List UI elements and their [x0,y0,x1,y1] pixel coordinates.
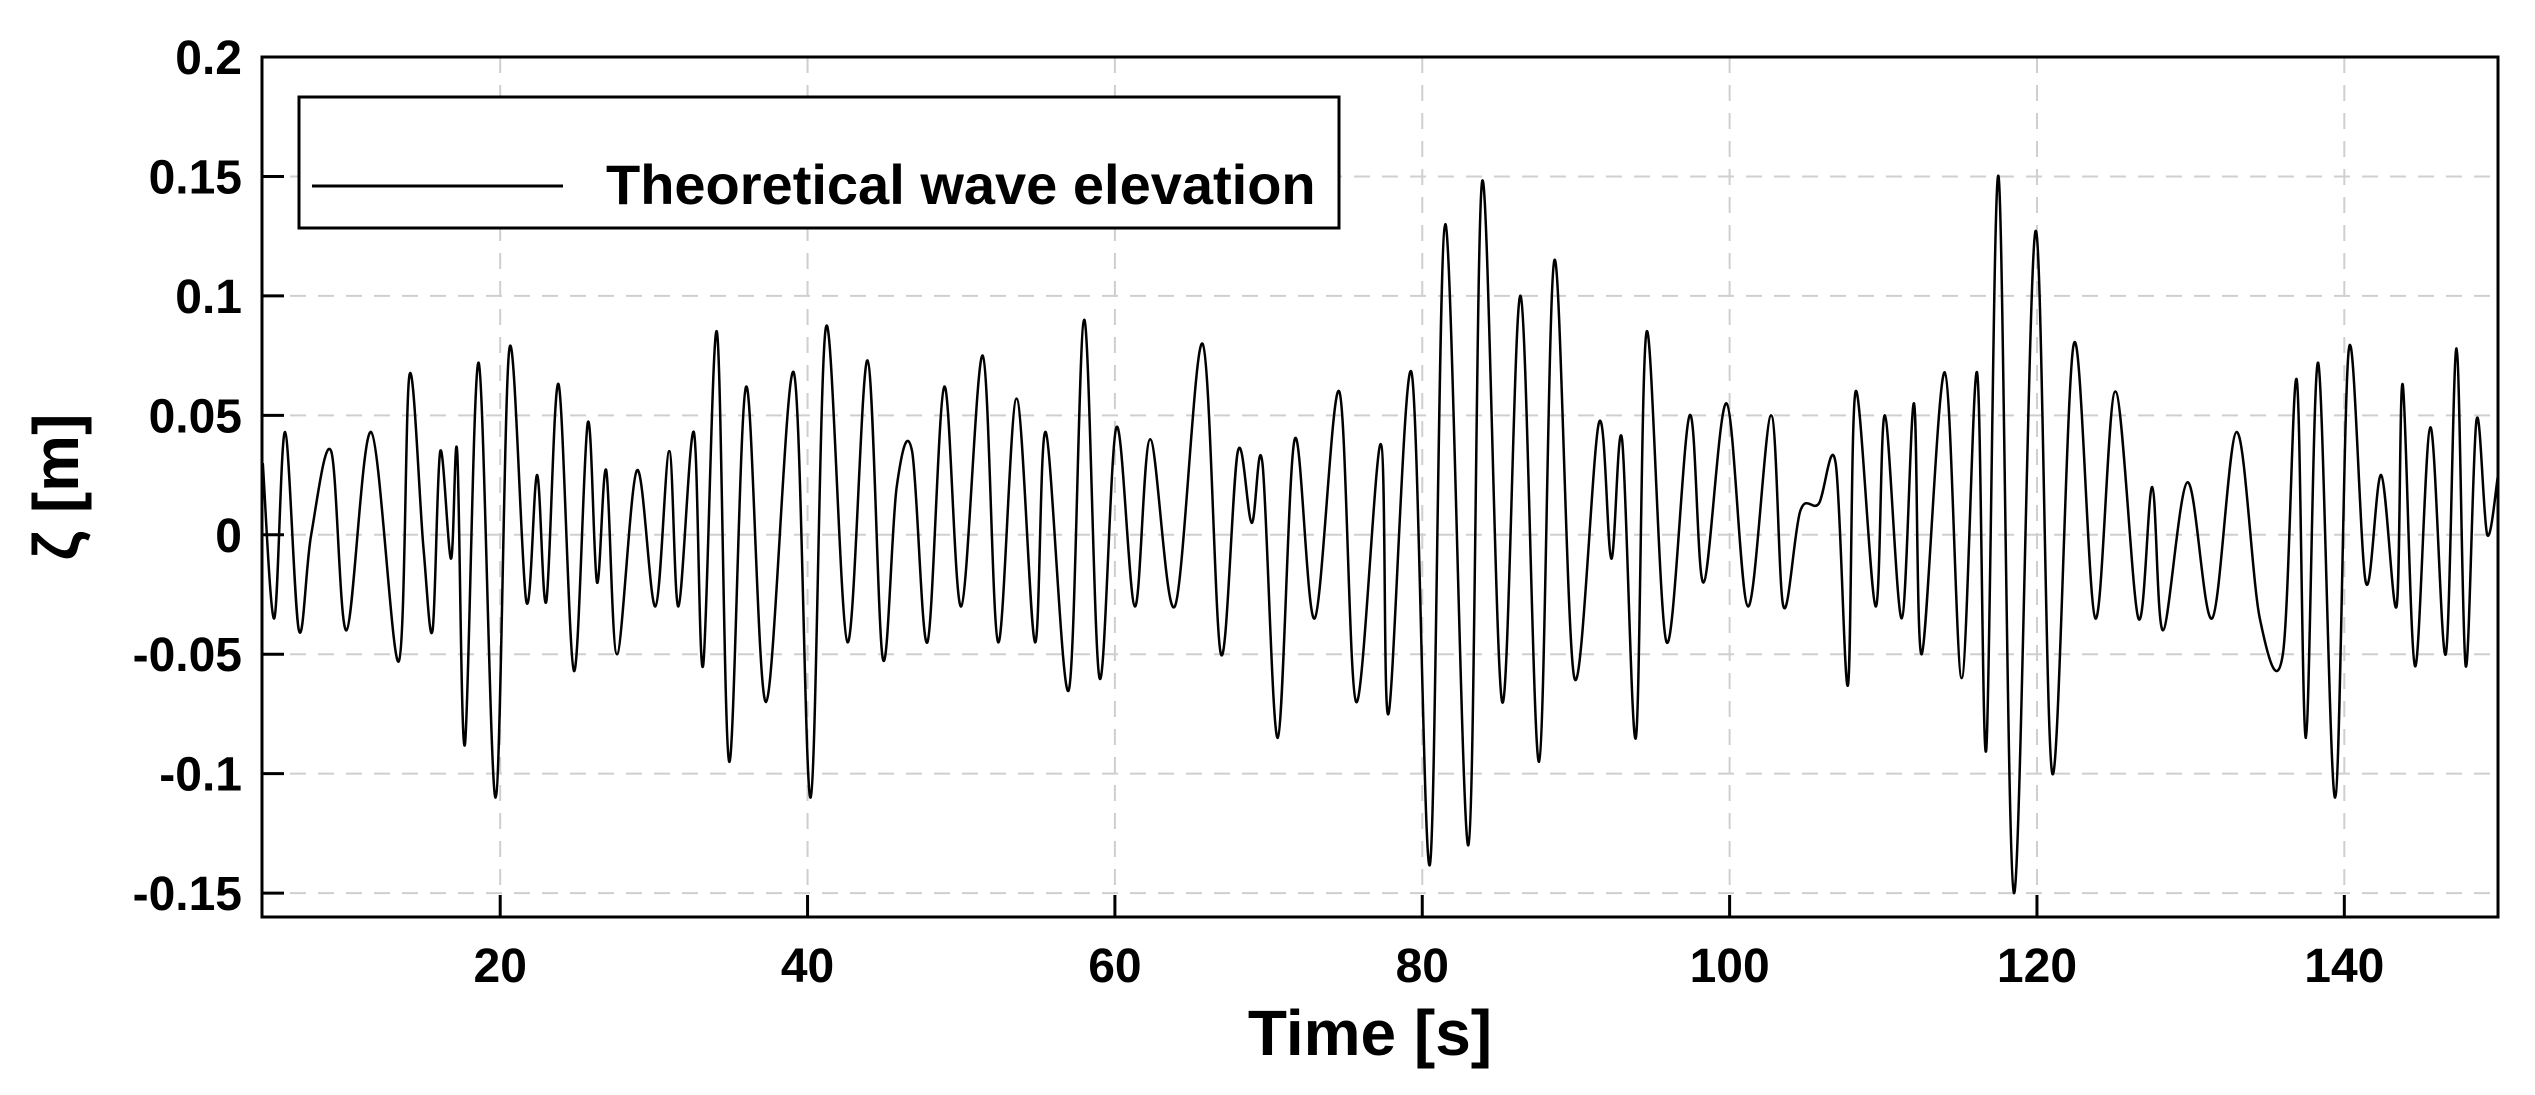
x-tick-label: 80 [1396,940,1449,993]
x-tick-label: 140 [2304,940,2384,993]
y-tick-label: 0.15 [149,151,242,204]
y-tick-label: 0.1 [175,271,242,324]
y-tick-label: -0.15 [133,868,242,921]
y-tick-label: 0 [215,510,242,563]
x-axis-label: Time [s] [1248,997,1492,1069]
y-tick-label: 0.2 [175,32,242,85]
x-tick-label: 60 [1088,940,1141,993]
y-axis-label: ζ [m] [20,414,92,561]
legend-label: Theoretical wave elevation [606,153,1316,216]
plot-area [261,175,2500,895]
plot-frame [260,55,2500,919]
y-tick-label: 0.05 [149,390,242,443]
y-tick-label: -0.05 [133,629,242,682]
series-line [261,175,2500,895]
x-tick-label: 20 [474,940,527,993]
x-tick-label: 120 [1997,940,2077,993]
legend: Theoretical wave elevation [297,95,1341,230]
legend-box [297,95,1341,230]
y-tick-label: -0.1 [159,749,242,802]
x-tick-label: 40 [781,940,834,993]
x-tick-label: 100 [1690,940,1770,993]
